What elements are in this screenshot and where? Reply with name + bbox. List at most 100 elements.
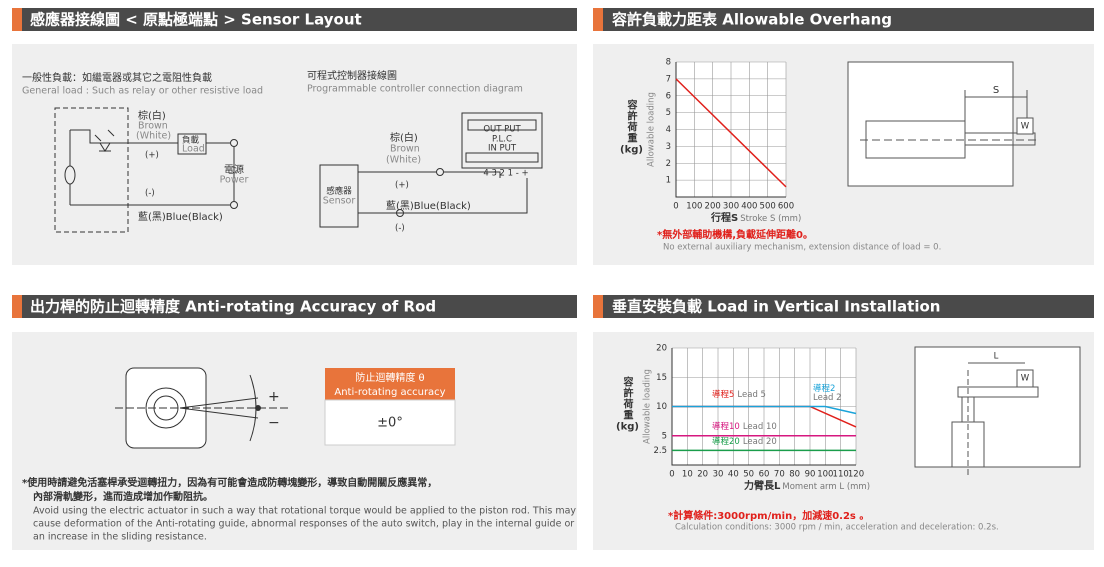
y-tick-label: 5 (666, 108, 671, 118)
y-axis-unit: (kg) (616, 422, 639, 433)
note: cause deformation of the Anti-rotating g… (33, 519, 574, 530)
table-header: 防止迴轉精度 θ (355, 371, 424, 384)
polarity: (-) (395, 224, 405, 234)
y-axis-title: 容許荷重 (621, 375, 634, 420)
wire-label: (White) (136, 131, 171, 142)
series-name: 導程10 (712, 421, 740, 432)
note: 內部滑軌變形，進而造成增加作動阻抗。 (33, 490, 213, 503)
x-tick-label: 90 (805, 470, 816, 480)
y-axis-unit: (kg) (620, 145, 643, 156)
x-tick-label: 0 (673, 202, 678, 212)
y-tick-label: 8 (666, 58, 671, 68)
x-tick-label: 100 (686, 202, 702, 212)
series-name-en: Lead 20 (743, 437, 777, 447)
wire-label: 棕(白) (390, 131, 418, 144)
vertical-diagram: L W (914, 346, 1081, 475)
polarity: (+) (395, 181, 409, 191)
diagram-title: 一般性負載：如繼電器或其它之電阻性負載 (22, 71, 212, 84)
diagram-subtitle: General load : Such as relay or other re… (22, 86, 263, 97)
note: *計算條件:3000rpm/min，加減速0.2s 。 (668, 509, 869, 522)
dimension-label: L (994, 352, 999, 362)
load-label: 負載 (182, 135, 200, 146)
sign: − (268, 415, 280, 431)
section-title: 容許負載力距表 Allowable Overhang (611, 11, 892, 29)
y-tick-label: 15 (656, 373, 667, 383)
panel (12, 332, 577, 550)
y-tick-label: 2 (666, 159, 671, 169)
x-tick-label: 30 (713, 470, 724, 480)
x-axis-title: 力臂長L (744, 479, 781, 492)
x-axis-title: 行程S Stroke S (mm) (710, 211, 801, 224)
x-axis-title: 力臂長L Moment arm L (mm) (744, 479, 870, 492)
x-axis-title: 行程S (710, 211, 738, 224)
x-tick-label: 50 (743, 470, 754, 480)
series-name: 導程2 (813, 383, 835, 394)
y-tick-label: 3 (666, 142, 671, 152)
dimension-label: S (993, 85, 999, 96)
x-tick-label: 20 (697, 470, 708, 480)
y-axis-title-en: Allowable loading (647, 92, 657, 167)
x-tick-label: 110 (833, 470, 849, 480)
polarity: (+) (145, 151, 159, 161)
wire-label: Brown (138, 121, 168, 132)
series-name-en: Lead 5 (737, 390, 766, 400)
note: an increase in the sliding resistance. (33, 532, 207, 543)
note: *無外部輔助機構,負載延伸距離0。 (657, 228, 813, 241)
section-title: 出力桿的防止迴轉精度 Anti-rotating Accuracy of Rod (30, 298, 436, 316)
wire-label: 藍(黑)Blue(Black) (138, 210, 223, 223)
power-label: 電源 (224, 163, 244, 176)
series-label: 導程20 Lead 20 (712, 436, 777, 447)
x-tick-label: 60 (759, 470, 770, 480)
table-value: ±0° (377, 416, 403, 431)
plc-label: OUT PUT (483, 125, 521, 135)
series-name: 導程5 (712, 389, 734, 400)
series-label: Lead 2 (813, 393, 842, 403)
sign: + (268, 389, 280, 405)
weight-label: W (1021, 374, 1030, 384)
x-axis-title-en: Stroke S (mm) (740, 214, 801, 224)
wire-label: 藍(黑)Blue(Black) (386, 199, 471, 212)
diagram-title: 可程式控制器接線圖 (307, 69, 397, 82)
y-tick-label: 2.5 (653, 446, 667, 456)
y-tick-label: 7 (666, 74, 671, 84)
x-tick-label: 600 (778, 202, 794, 212)
overhang-diagram: S W (847, 61, 1040, 187)
wire-label: (White) (386, 155, 421, 166)
panel (12, 44, 577, 265)
series-name: 導程20 (712, 436, 740, 447)
y-tick-label: 6 (666, 91, 671, 101)
y-tick-label: 10 (656, 402, 667, 412)
series-label: 導程5 Lead 5 (712, 389, 766, 400)
x-axis-title-en: Moment arm L (mm) (782, 482, 870, 492)
plc-diagram: 可程式控制器接線圖 Programmable controller connec… (307, 69, 543, 234)
x-tick-label: 40 (728, 470, 739, 480)
x-tick-label: 500 (760, 202, 776, 212)
series-name-en: Lead 10 (743, 422, 777, 432)
section-title: 垂直安裝負載 Load in Vertical Installation (612, 298, 940, 316)
x-tick-label: 80 (789, 470, 800, 480)
note: Avoid using the electric actuator in suc… (33, 506, 576, 517)
series-label: 導程10 Lead 10 (712, 421, 777, 432)
x-tick-label: 200 (705, 202, 721, 212)
y-axis-title-en: Allowable loading (643, 369, 653, 444)
note: *使用時請避免活塞桿承受迴轉扭力，因為有可能會造成防轉塊變形，導致自動開關反應異… (22, 476, 437, 489)
series-name-en: Lead 2 (813, 393, 842, 403)
x-tick-label: 400 (741, 202, 757, 212)
note: No external auxiliary mechanism, extensi… (663, 243, 941, 253)
sensor-label: Sensor (323, 196, 356, 207)
power-label: Power (220, 175, 249, 186)
y-tick-label: 20 (656, 344, 667, 354)
diagram-subtitle: Programmable controller connection diagr… (307, 84, 523, 95)
plc-label: P.L.C (492, 135, 512, 145)
x-tick-label: 0 (669, 470, 674, 480)
plc-terminals: 4 3 2 1 - + (483, 169, 528, 179)
x-tick-label: 10 (682, 470, 693, 480)
load-label: Load (182, 144, 205, 155)
series-label: 導程2 (813, 383, 835, 394)
y-tick-label: 5 (662, 431, 667, 441)
weight-label: W (1021, 122, 1030, 132)
x-tick-label: 300 (723, 202, 739, 212)
section-title: 感應器接線圖 < 原點極端點 > Sensor Layout (30, 11, 362, 29)
x-tick-label: 70 (774, 470, 785, 480)
